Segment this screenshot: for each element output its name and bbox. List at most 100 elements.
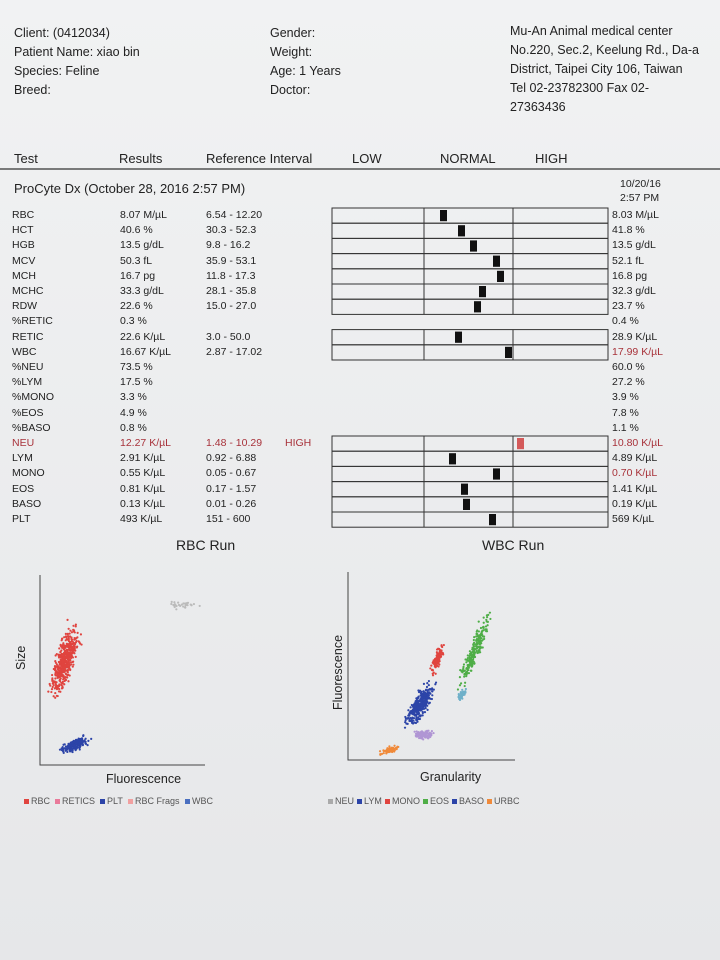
range-box (331, 511, 609, 528)
wbc-title: WBC Run (482, 537, 545, 553)
column-header: Reference Interval (206, 151, 313, 166)
dot (404, 721, 407, 724)
range-marker (463, 498, 470, 510)
test-name: RETIC (12, 330, 44, 343)
dot (58, 663, 61, 666)
dot (437, 659, 440, 663)
dot (66, 632, 69, 635)
dot (486, 616, 489, 619)
dot (59, 670, 62, 673)
previous: 4.89 K/µL (612, 452, 658, 465)
reference: 6.54 - 12.20 (206, 209, 263, 221)
column-header: Test (14, 151, 38, 166)
dot (413, 730, 416, 733)
dot (466, 664, 469, 667)
range-marker (470, 240, 477, 252)
dot (484, 625, 488, 628)
result: 50.3 fL (120, 254, 153, 267)
dot (421, 711, 424, 715)
dot (467, 666, 471, 669)
dot (73, 646, 76, 649)
legend-item: BASO (459, 796, 485, 806)
dot (71, 661, 74, 664)
dot (476, 639, 479, 642)
dot (61, 680, 64, 683)
previous: 0.19 K/µL (612, 497, 658, 510)
dot (382, 751, 385, 755)
dot (415, 735, 418, 738)
dot (54, 696, 57, 699)
dot (409, 710, 413, 713)
dot (75, 739, 78, 743)
dot (67, 680, 70, 683)
dot (78, 746, 81, 750)
dot (69, 629, 72, 632)
dot (468, 650, 471, 653)
dot (47, 690, 50, 693)
dot (487, 613, 490, 616)
dot (477, 645, 480, 648)
reference: 28.1 - 35.8 (206, 285, 257, 297)
dot (426, 701, 429, 704)
dot (67, 742, 70, 746)
dot (435, 648, 439, 651)
range-marker (489, 514, 496, 526)
dot (484, 628, 487, 631)
dot (411, 716, 414, 719)
previous: 16.8 pg (612, 269, 648, 282)
dot (464, 687, 467, 691)
dot (417, 695, 420, 698)
reference: 2.87 - 17.02 (206, 345, 263, 358)
dot (54, 683, 57, 686)
dot (426, 695, 429, 698)
dot (431, 694, 434, 697)
wbc-y-label: Fluorescence (331, 634, 345, 710)
dot (418, 736, 422, 740)
dot (422, 703, 425, 707)
legend-swatch (452, 799, 457, 804)
range-marker (474, 301, 481, 313)
dot (67, 744, 71, 747)
previous: 27.2 % (612, 376, 645, 389)
dot (74, 742, 77, 745)
dot (434, 666, 437, 669)
dot (66, 638, 70, 641)
dot (457, 693, 460, 696)
legend-item: URBC (494, 796, 520, 806)
dot (461, 688, 464, 691)
dot (482, 638, 485, 641)
dot (426, 691, 429, 694)
dot (182, 602, 185, 605)
client: Client: (0412034) (14, 26, 110, 40)
dot (76, 631, 79, 634)
legend-swatch (55, 799, 60, 804)
dot (71, 742, 74, 745)
dot (482, 626, 485, 629)
dot (72, 663, 75, 666)
test-name: MCH (12, 269, 36, 282)
reference: 0.17 - 1.57 (206, 482, 257, 495)
dot (51, 682, 54, 685)
dot (177, 601, 180, 604)
run-title: ProCyte Dx (October 28, 2016 2:57 PM) (14, 181, 246, 196)
dot (81, 743, 84, 746)
dot (472, 648, 475, 651)
dot (59, 660, 62, 664)
dot (396, 745, 399, 748)
dot (424, 707, 427, 710)
dot (440, 644, 443, 648)
legend-swatch (100, 799, 105, 804)
range-marker (493, 468, 500, 480)
dot (480, 646, 483, 649)
dot (67, 660, 70, 664)
dot (404, 719, 407, 722)
dot (393, 744, 396, 747)
dot (419, 694, 422, 697)
test-name: RBC (12, 209, 35, 221)
dot (54, 659, 57, 663)
previous: 569 K/µL (612, 513, 655, 525)
dot (480, 642, 483, 645)
dot (59, 690, 62, 693)
previous: 7.8 % (612, 406, 639, 419)
